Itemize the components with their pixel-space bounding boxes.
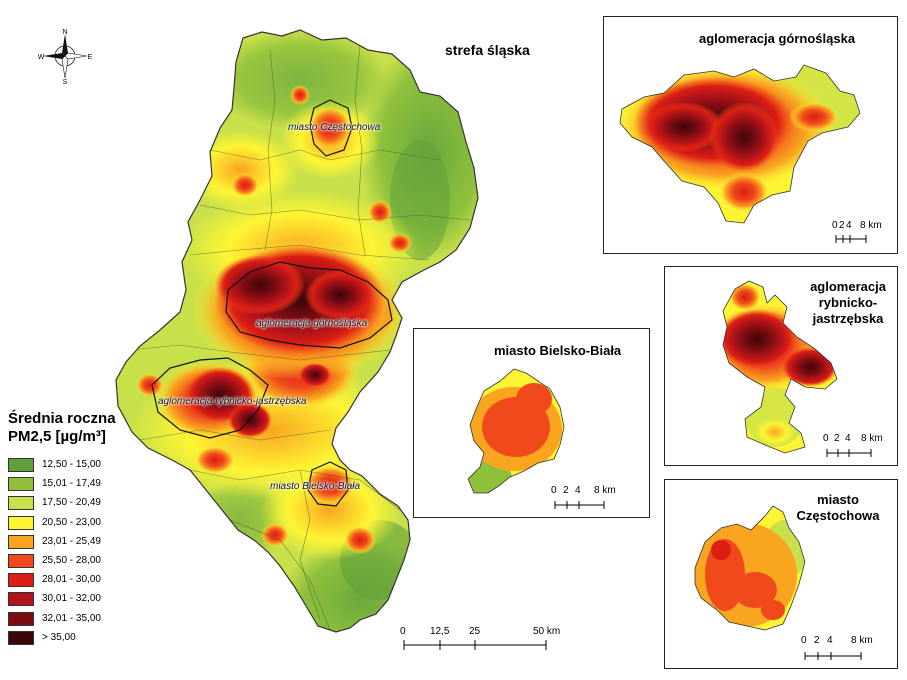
inset-czestochowa-title-line-1: miasto: [817, 492, 859, 507]
main-scale-25: 25: [469, 626, 481, 637]
legend-label: 12,50 - 15,00: [42, 459, 101, 470]
legend-swatch: [8, 611, 34, 626]
inset-bielsko-title: miasto Bielsko-Biała: [494, 343, 622, 358]
legend-swatch: [8, 534, 34, 549]
inset-bielsko-scale-2: 2: [563, 485, 569, 496]
inset-gornoslaska-map: [619, 64, 867, 243]
compass-s: S: [63, 79, 68, 84]
compass-e: E: [88, 54, 92, 61]
inset-czestochowa-title: miasto Częstochowa: [793, 492, 883, 524]
legend-swatch: [8, 630, 34, 645]
inset-gornoslaska-title: aglomeracja górnośląska: [699, 31, 856, 46]
zone-title: strefa śląska: [445, 42, 530, 58]
legend-label: 25,50 - 28,00: [42, 555, 101, 566]
inset-czestochowa-title-line-2: Częstochowa: [796, 508, 880, 523]
legend-swatch: [8, 573, 34, 588]
inset-rybnicko: aglomeracja rybnicko- jastrzębska 0 2: [664, 266, 898, 466]
inset-rybnicko-title-line-1: aglomeracja: [810, 279, 886, 294]
compass-rose-icon: N S E W: [38, 29, 92, 84]
inset-rybnicko-scale-0: 0: [823, 433, 829, 444]
inset-bielsko-scale-8: 8 km: [594, 485, 616, 496]
county-borders: [129, 44, 471, 631]
inset-rybnicko-scale-4: 4: [845, 433, 851, 444]
outline-gornoslaska: [225, 261, 393, 349]
inset-czestochowa-scale-4: 4: [827, 635, 833, 646]
inset-czestochowa-scale-0: 0: [801, 635, 807, 646]
inset-gornoslaska-scale-4: 4: [846, 220, 852, 231]
main-scale-12-5: 12,5: [430, 626, 450, 637]
main-scale-0: 0: [400, 626, 406, 637]
inset-rybnicko-title-line-2: rybnicko-: [818, 295, 878, 310]
legend-title-line-2: PM2,5 [µg/m³]: [8, 428, 106, 445]
legend-label: 28,01 - 30,00: [42, 574, 101, 586]
inset-gornoslaska-scale-0: 0: [832, 220, 838, 231]
legend-title: Średnia roczna PM2,5 [µg/m³]: [8, 410, 116, 446]
inset-rybnicko-scale-8: 8 km: [861, 433, 883, 444]
label-gornoslaska: aglomeracja górnośląska: [256, 318, 368, 329]
inset-rybnicko-title: aglomeracja rybnicko- jastrzębska: [802, 279, 894, 327]
label-czestochowa: miasto Częstochowa: [288, 122, 381, 133]
label-rybnicko: aglomeracja rybnicko-jastrzębska: [158, 396, 307, 407]
inset-gornoslaska-scale-2: 2: [839, 220, 845, 231]
legend-label: 23,01 - 25,49: [42, 535, 101, 547]
compass-n: N: [62, 29, 67, 36]
legend-label: > 35,00: [42, 631, 76, 643]
inset-czestochowa-scale-2: 2: [814, 635, 820, 646]
inset-rybnicko-scale-2: 2: [834, 433, 840, 444]
inset-czestochowa: miasto Częstochowa 0 2 4 8 km: [664, 479, 898, 669]
legend-swatch: [8, 592, 34, 607]
label-bielsko: miasto Bielsko-Biała: [270, 481, 361, 492]
main-scale-50: 50 km: [533, 626, 561, 637]
legend-swatch: [8, 496, 34, 511]
legend-title-line-1: Średnia roczna: [8, 410, 116, 427]
legend-label: 30,01 - 32,00: [42, 593, 101, 605]
inset-bielsko: miasto Bielsko-Biała 0 2 4 8 km: [413, 328, 650, 518]
inset-bielsko-scale-4: 4: [575, 485, 581, 496]
legend-label: 15,01 - 17,49: [42, 478, 101, 490]
legend-swatch: [8, 458, 34, 472]
inset-czestochowa-scale-8: 8 km: [851, 635, 873, 646]
outline-czestochowa: [309, 99, 353, 157]
inset-gornoslaska: aglomeracja górnośląska 0 2 4 8 km: [603, 16, 898, 254]
outline-rybnicko: [151, 357, 269, 439]
legend-label: 17,50 - 20,49: [42, 497, 101, 509]
inset-bielsko-scale-0: 0: [551, 485, 557, 496]
legend-label: 32,01 - 35,00: [42, 612, 101, 624]
inset-gornoslaska-scale-8: 8 km: [860, 220, 882, 231]
inset-rybnicko-map: [722, 280, 872, 457]
main-scale-bar: [403, 640, 547, 650]
legend-swatch: [8, 477, 34, 492]
legend-swatch: [8, 515, 34, 530]
legend-swatch: [8, 554, 34, 568]
outline-bielsko: [307, 461, 349, 507]
inset-bielsko-map: [467, 368, 605, 509]
inset-rybnicko-title-line-3: jastrzębska: [812, 311, 884, 326]
compass-w: W: [38, 54, 45, 61]
inset-czestochowa-map: [694, 505, 862, 660]
legend-label: 20,50 - 23,00: [42, 516, 101, 528]
